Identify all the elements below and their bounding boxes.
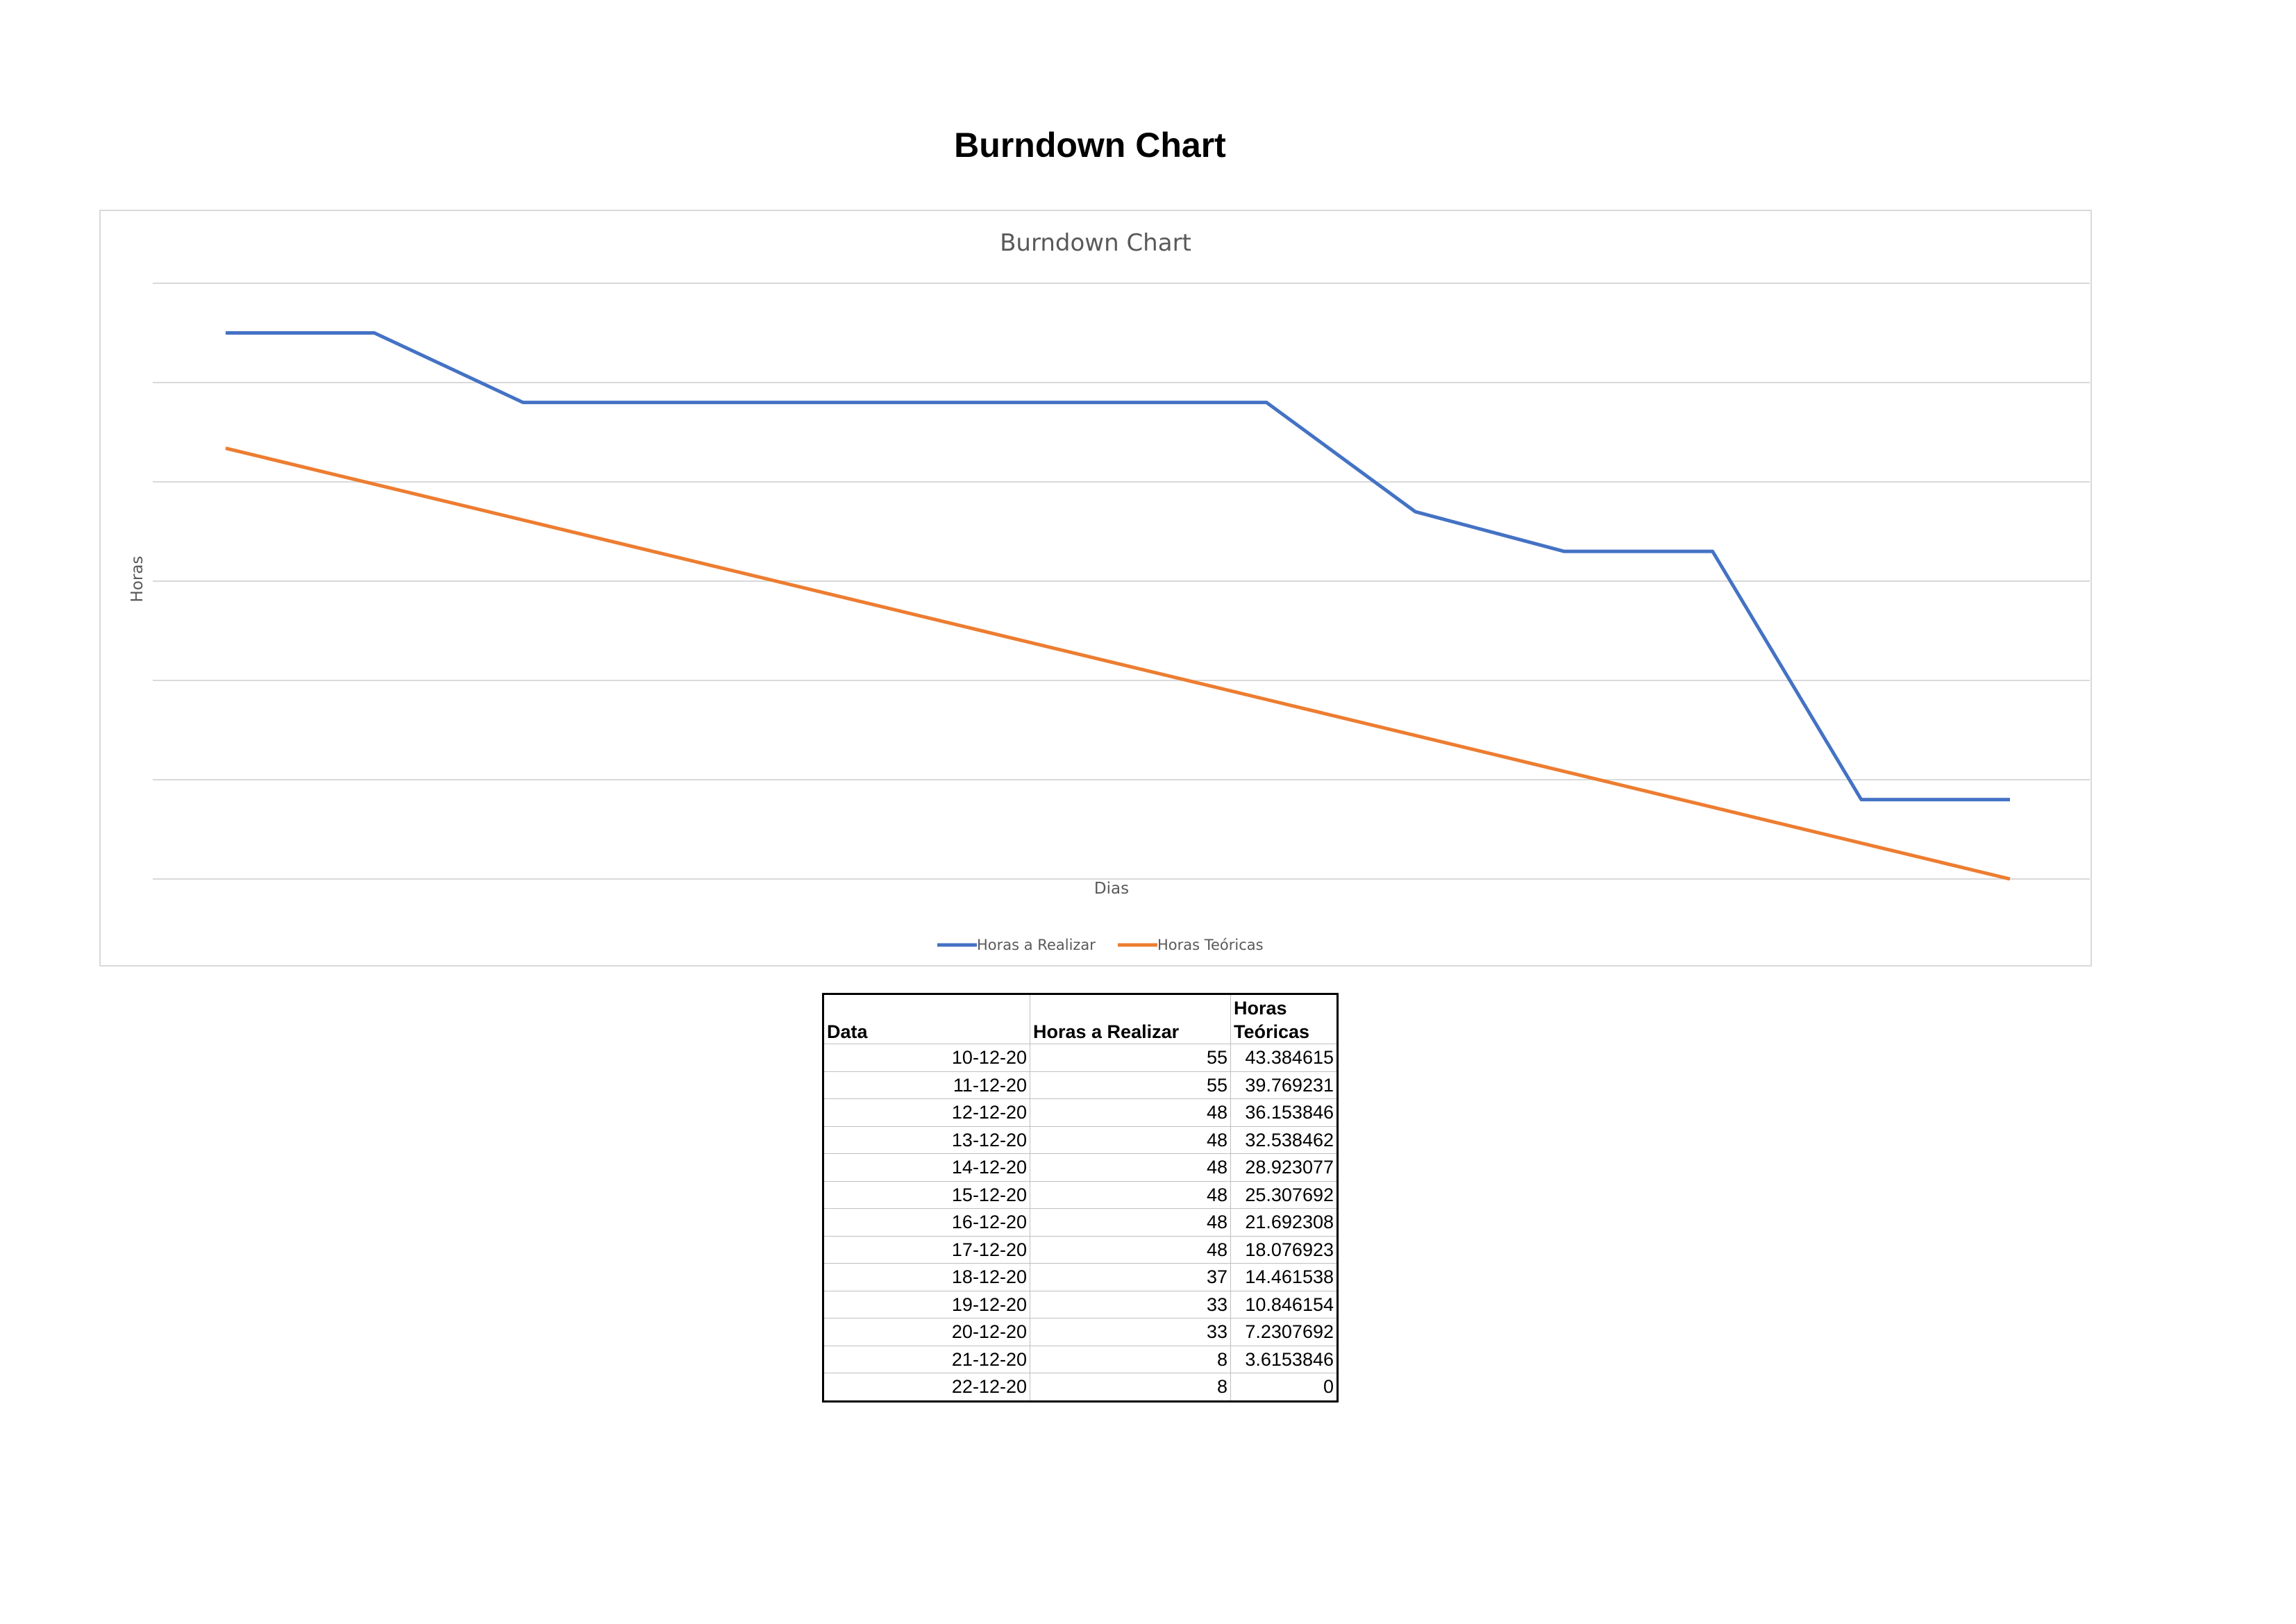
table-row: 21-12-20 8 3.6153846 bbox=[823, 1345, 1338, 1373]
cell-horas-a-realizar: 37 bbox=[1030, 1263, 1231, 1291]
cell-horas-a-realizar: 33 bbox=[1030, 1290, 1231, 1319]
cell-data: 17-12-20 bbox=[823, 1235, 1030, 1264]
cell-horas-teoricas: 7.2307692 bbox=[1230, 1318, 1338, 1346]
table-row: 22-12-20 8 0 bbox=[823, 1373, 1338, 1402]
gridlines bbox=[153, 283, 2090, 880]
cell-data: 15-12-20 bbox=[823, 1180, 1030, 1209]
data-table: Data Horas a Realizar Horas Teóricas 10-1… bbox=[822, 993, 1339, 1403]
cell-horas-a-realizar: 8 bbox=[1030, 1373, 1231, 1402]
cell-horas-a-realizar: 33 bbox=[1030, 1318, 1231, 1346]
cell-horas-a-realizar: 48 bbox=[1030, 1235, 1231, 1264]
cell-horas-teoricas: 21.692308 bbox=[1230, 1208, 1338, 1237]
cell-horas-a-realizar: 48 bbox=[1030, 1180, 1231, 1209]
cell-horas-teoricas: 39.769231 bbox=[1230, 1071, 1338, 1099]
chart-area: Burndown Chart Horas Dias Horas a Realiz… bbox=[99, 210, 2092, 966]
table-row: 12-12-20 48 36.153846 bbox=[823, 1098, 1338, 1127]
table-row: 19-12-20 33 10.846154 bbox=[823, 1290, 1338, 1319]
cell-horas-a-realizar: 55 bbox=[1030, 1071, 1231, 1099]
table-body: 10-12-20 55 43.384615 11-12-20 55 39.769231 12… bbox=[823, 1044, 1338, 1402]
cell-horas-teoricas: 14.461538 bbox=[1230, 1263, 1338, 1291]
cell-data: 21-12-20 bbox=[823, 1345, 1030, 1373]
legend-label-horas-a-realizar: Horas a Realizar bbox=[977, 937, 1096, 953]
y-axis-label: Horas bbox=[128, 556, 146, 603]
cell-horas-a-realizar: 48 bbox=[1030, 1098, 1231, 1127]
table-row: 18-12-20 37 14.461538 bbox=[823, 1263, 1338, 1291]
table-row: 14-12-20 48 28.923077 bbox=[823, 1153, 1338, 1182]
cell-data: 18-12-20 bbox=[823, 1263, 1030, 1291]
cell-data: 13-12-20 bbox=[823, 1125, 1030, 1154]
burndown-chart: Burndown Chart Horas Dias Horas a Realiz… bbox=[128, 229, 2090, 953]
series-line-horas-a-realizar bbox=[226, 331, 2010, 802]
cell-horas-a-realizar: 48 bbox=[1030, 1208, 1231, 1237]
legend-label-horas-teoricas: Horas Teóricas bbox=[1157, 937, 1264, 953]
cell-data: 16-12-20 bbox=[823, 1208, 1030, 1237]
table-row: 11-12-20 55 39.769231 bbox=[823, 1071, 1338, 1099]
series-line-horas-teoricas bbox=[225, 446, 2011, 881]
cell-horas-teoricas: 25.307692 bbox=[1230, 1180, 1338, 1209]
cell-data: 10-12-20 bbox=[823, 1044, 1030, 1072]
table-row: 16-12-20 48 21.692308 bbox=[823, 1208, 1338, 1237]
header-horas-line1: Horas bbox=[1234, 998, 1287, 1019]
table-row: 10-12-20 55 43.384615 bbox=[823, 1044, 1338, 1072]
cell-data: 12-12-20 bbox=[823, 1098, 1030, 1127]
cell-horas-teoricas: 3.6153846 bbox=[1230, 1345, 1338, 1373]
cell-horas-teoricas: 36.153846 bbox=[1230, 1098, 1338, 1127]
cell-horas-teoricas: 28.923077 bbox=[1230, 1153, 1338, 1182]
page-title: Burndown Chart bbox=[954, 126, 1226, 165]
table-header-row: Data Horas a Realizar Horas Teóricas bbox=[823, 994, 1338, 1044]
cell-horas-a-realizar: 8 bbox=[1030, 1345, 1231, 1373]
cell-data: 19-12-20 bbox=[823, 1290, 1030, 1319]
series-lines bbox=[225, 331, 2011, 881]
table-row: 17-12-20 48 18.076923 bbox=[823, 1235, 1338, 1264]
cell-data: 20-12-20 bbox=[823, 1318, 1030, 1346]
cell-horas-teoricas: 43.384615 bbox=[1230, 1044, 1338, 1072]
cell-horas-teoricas: 0 bbox=[1230, 1373, 1338, 1402]
cell-horas-teoricas: 32.538462 bbox=[1230, 1125, 1338, 1154]
cell-horas-teoricas: 10.846154 bbox=[1230, 1290, 1338, 1319]
cell-horas-a-realizar: 48 bbox=[1030, 1153, 1231, 1182]
header-horas-line2: Teóricas bbox=[1234, 1021, 1310, 1042]
table-row: 13-12-20 48 32.538462 bbox=[823, 1125, 1338, 1154]
cell-data: 22-12-20 bbox=[823, 1373, 1030, 1402]
cell-data: 11-12-20 bbox=[823, 1071, 1030, 1099]
header-horas-a-realizar: Horas a Realizar bbox=[1030, 994, 1231, 1044]
cell-data: 14-12-20 bbox=[823, 1153, 1030, 1182]
cell-horas-a-realizar: 48 bbox=[1030, 1125, 1231, 1154]
table-row: 20-12-20 33 7.2307692 bbox=[823, 1318, 1338, 1346]
header-data: Data bbox=[823, 994, 1030, 1044]
cell-horas-teoricas: 18.076923 bbox=[1230, 1235, 1338, 1264]
table-row: 15-12-20 48 25.307692 bbox=[823, 1180, 1338, 1209]
legend: Horas a Realizar Horas Teóricas bbox=[937, 937, 1264, 953]
cell-horas-a-realizar: 55 bbox=[1030, 1044, 1231, 1072]
chart-title: Burndown Chart bbox=[1000, 229, 1191, 257]
header-horas-teoricas: Horas Teóricas bbox=[1230, 994, 1338, 1044]
x-axis-label: Dias bbox=[1094, 880, 1129, 898]
